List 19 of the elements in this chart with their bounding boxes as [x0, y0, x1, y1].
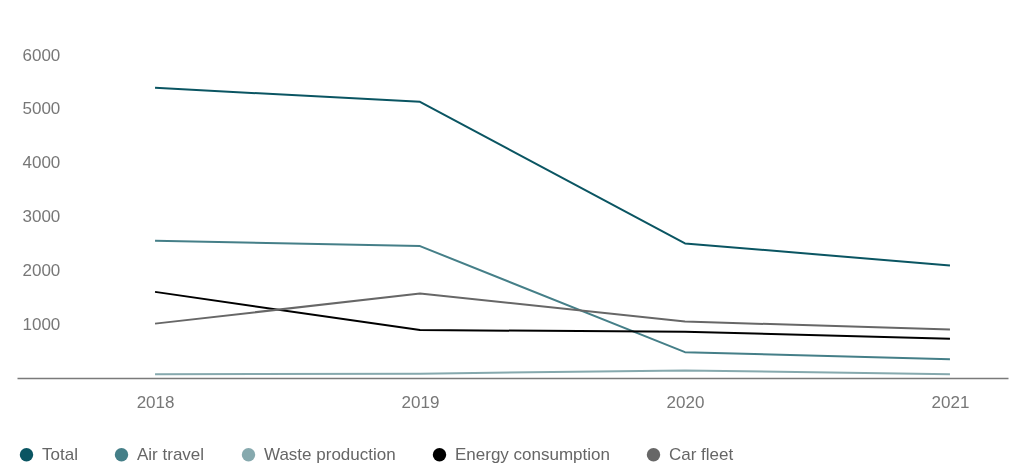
x-tick-label: 2021	[931, 392, 970, 412]
legend-label: Waste production	[264, 444, 396, 463]
x-tick-label: 2019	[401, 392, 440, 412]
y-tick-label: 5000	[22, 99, 61, 119]
legend-label: Total	[42, 444, 78, 463]
y-tick-label: 3000	[22, 207, 61, 226]
legend-label: Energy consumption	[455, 444, 610, 463]
x-tick-label: 2020	[666, 392, 705, 412]
y-tick-label: 4000	[22, 153, 61, 173]
y-tick-label: 6000	[22, 45, 61, 65]
line-series	[154, 239, 951, 361]
legend-label: Car fleet	[669, 444, 734, 463]
line-series	[154, 290, 951, 340]
legend-label: Air travel	[137, 444, 205, 463]
y-tick-label: 2000	[22, 260, 61, 280]
y-tick-label: 1000	[22, 314, 61, 334]
line-series	[154, 292, 951, 331]
line-series	[154, 86, 951, 267]
x-tick-label: 2018	[136, 392, 175, 412]
